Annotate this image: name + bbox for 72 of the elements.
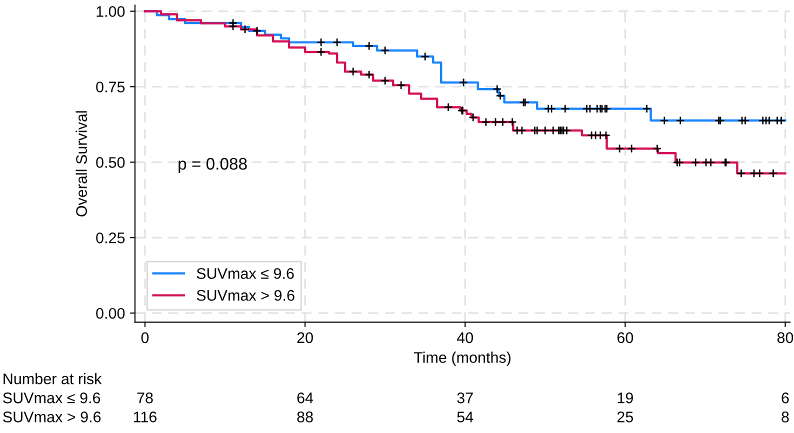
point (459, 78, 468, 87)
x-tick-label: 0 (141, 332, 149, 344)
text: 37 (457, 392, 473, 404)
point (615, 144, 624, 154)
y-tick-label: 0.00 (96, 308, 125, 319)
point (652, 144, 662, 154)
text: 25 (617, 412, 634, 422)
text: 78 (137, 392, 153, 404)
text: SUVmax ≤ 9.6 (3, 392, 100, 404)
point (240, 24, 250, 34)
point (444, 102, 453, 112)
text: Number at risk (4, 373, 102, 384)
point (755, 168, 764, 178)
text: 54 (457, 412, 474, 422)
y-tick-label: 0.25 (96, 232, 125, 244)
point (540, 126, 550, 135)
point (332, 38, 342, 47)
point (396, 80, 406, 90)
y-tick-label: 0.50 (96, 157, 125, 168)
point (316, 38, 326, 47)
text: SUVmax > 9.6 (3, 412, 101, 422)
x-tick-label: 80 (777, 332, 794, 344)
point (776, 116, 786, 126)
point (601, 130, 610, 140)
x-tick-label: 40 (456, 332, 474, 344)
x-tick-label: 60 (617, 332, 634, 344)
annotation: p = 0.088 (178, 158, 247, 174)
x-axis-title: Time (months) (414, 352, 511, 366)
point (496, 91, 505, 100)
text: 6 (782, 392, 789, 404)
point (492, 84, 502, 94)
point (548, 126, 558, 135)
point (596, 130, 605, 140)
point (768, 168, 778, 178)
point (364, 41, 374, 50)
point (532, 126, 542, 135)
y-tick-label: 1.00 (96, 6, 125, 17)
legend-label: SUVmax ≤ 9.6 (196, 268, 294, 279)
point (736, 168, 746, 178)
point (627, 144, 636, 154)
point (468, 112, 478, 122)
point (676, 116, 685, 126)
point (660, 116, 669, 126)
point (750, 168, 759, 178)
point (491, 118, 500, 127)
text: 116 (134, 412, 156, 422)
text: 64 (297, 392, 314, 404)
point (380, 76, 390, 86)
text: 8 (782, 412, 789, 422)
point (517, 126, 526, 135)
point (508, 118, 517, 127)
point (316, 47, 326, 56)
y-axis-title: Overall Survival (76, 111, 87, 216)
point (348, 67, 358, 76)
y-tick-label: 0.75 (96, 82, 125, 92)
point (481, 118, 490, 127)
point (252, 26, 262, 36)
point (691, 158, 700, 167)
point (706, 158, 716, 167)
point (547, 104, 556, 114)
point (420, 52, 430, 62)
point (364, 70, 374, 80)
point (560, 104, 570, 114)
point (675, 158, 684, 167)
text: 88 (297, 412, 313, 422)
legend-label: SUVmax > 9.6 (196, 290, 294, 301)
point (740, 116, 750, 126)
point (642, 104, 652, 114)
point (380, 46, 390, 55)
text: 19 (618, 392, 633, 404)
point (498, 118, 508, 127)
x-tick-label: 20 (297, 332, 313, 344)
